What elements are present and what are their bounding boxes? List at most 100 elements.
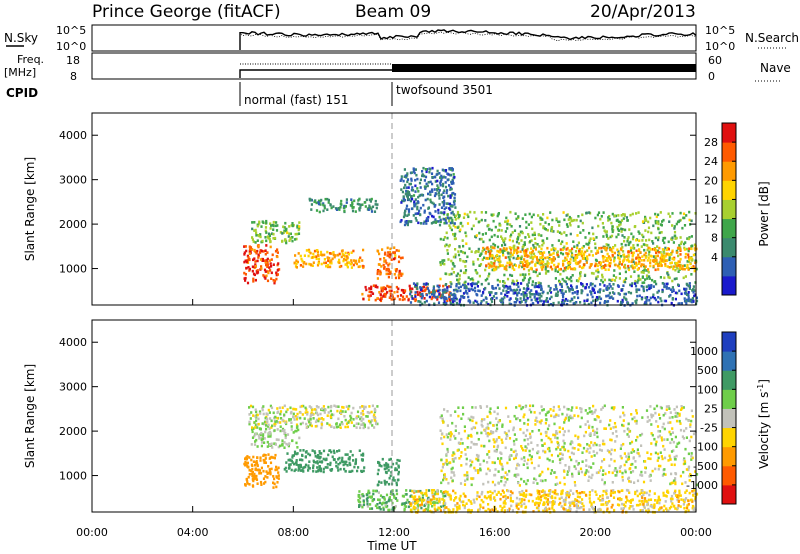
power-cell (462, 283, 465, 287)
velocity-cell (630, 451, 633, 454)
power-cell (257, 234, 260, 237)
power-cell (563, 231, 566, 234)
power-cell (297, 232, 301, 235)
power-cell (608, 218, 611, 221)
power-cell (383, 253, 387, 256)
velocity-cell (491, 508, 494, 511)
velocity-cell (466, 436, 469, 440)
power-cell (302, 265, 305, 268)
power-cell (669, 293, 672, 297)
power-cell (589, 290, 592, 293)
power-cell (297, 228, 300, 232)
freq-unit: [MHz] (4, 66, 36, 79)
velocity-cell (363, 466, 366, 469)
velocity-cell (561, 453, 564, 457)
velocity-cell (283, 446, 286, 449)
power-cell (648, 287, 651, 290)
power-cell (652, 224, 655, 228)
power-cell (570, 267, 573, 271)
power-cell (432, 202, 435, 206)
velocity-cell (566, 413, 569, 417)
power-cell (464, 280, 467, 284)
power-cell (677, 283, 680, 287)
power-cell (599, 217, 602, 221)
velocity-cell (292, 415, 295, 418)
power-cell (675, 277, 678, 280)
velocity-cell (314, 455, 317, 458)
velocity-cell (385, 493, 389, 497)
power-cell (546, 265, 549, 268)
velocity-cell (650, 415, 653, 419)
velocity-cell (417, 509, 420, 512)
power-cell (652, 295, 655, 299)
velocity-cell (467, 417, 470, 420)
power-cell (505, 289, 508, 293)
power-cell (443, 195, 446, 199)
power-cell (424, 168, 427, 171)
power-cell (665, 248, 668, 252)
power-cell (675, 264, 679, 268)
power-cell (524, 236, 527, 239)
velocity-cell (635, 422, 638, 425)
power-cell (303, 254, 306, 257)
power-cell (572, 267, 575, 271)
power-cell (376, 277, 379, 280)
power-cell (440, 206, 444, 209)
power-cell (429, 190, 432, 194)
power-cell (683, 267, 686, 271)
velocity-cell (395, 462, 398, 465)
power-cell (618, 261, 621, 264)
velocity-cell (516, 473, 519, 476)
power-cell (492, 219, 495, 223)
velocity-cell (553, 415, 556, 419)
velocity-cell (623, 452, 626, 455)
velocity-cell (373, 426, 376, 429)
velocity-cell (587, 426, 591, 429)
power-cell (620, 230, 623, 233)
power-cell (590, 250, 593, 253)
velocity-cell (285, 442, 288, 446)
power-cell (294, 232, 297, 236)
velocity-cell (516, 417, 519, 420)
velocity-cell (629, 463, 633, 466)
velocity-cell (246, 455, 249, 458)
power-cell (317, 257, 321, 261)
velocity-cell (283, 468, 286, 471)
velocity-cell (495, 423, 498, 427)
power-cell (492, 242, 495, 246)
velocity-cell (577, 448, 580, 451)
velocity-cell (512, 439, 516, 443)
power-cell (695, 299, 699, 303)
velocity-cell (428, 489, 431, 492)
power-cell (530, 221, 533, 224)
power-cell (563, 299, 566, 302)
velocity-cell (628, 480, 631, 483)
power-cell (557, 255, 560, 258)
power-cell (534, 246, 537, 250)
power-cell (480, 300, 483, 303)
power-cell (642, 271, 645, 274)
power-cell (346, 263, 349, 267)
velocity-cell (340, 460, 343, 463)
power-cell (448, 167, 451, 170)
velocity-cell (357, 498, 360, 502)
velocity-cell (329, 409, 332, 413)
power-cell (402, 199, 405, 203)
power-cell (517, 282, 520, 285)
power-cell (370, 285, 373, 289)
velocity-cell (267, 423, 270, 427)
power-cell (527, 281, 530, 284)
power-cell (448, 299, 452, 302)
power-cell (487, 302, 490, 306)
velocity-cell (573, 465, 576, 468)
power-cell (454, 218, 457, 221)
power-cell (520, 257, 523, 260)
power-cell (621, 246, 624, 249)
velocity-cell (472, 416, 475, 419)
velocity-cell (544, 413, 548, 416)
power-cell (437, 208, 440, 212)
velocity-cell (659, 464, 662, 468)
velocity-cell (636, 448, 639, 451)
power-cell (493, 256, 496, 260)
velocity-cell (388, 458, 391, 461)
